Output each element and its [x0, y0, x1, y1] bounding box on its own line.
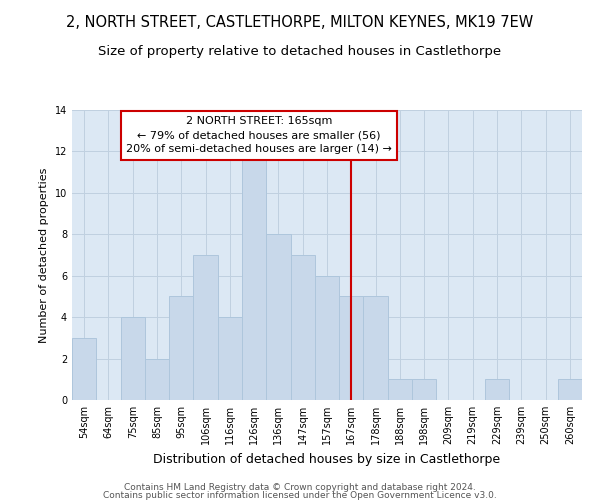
X-axis label: Distribution of detached houses by size in Castlethorpe: Distribution of detached houses by size … — [154, 452, 500, 466]
Bar — [145, 358, 169, 400]
Bar — [169, 296, 193, 400]
Bar — [121, 317, 145, 400]
Text: Contains HM Land Registry data © Crown copyright and database right 2024.: Contains HM Land Registry data © Crown c… — [124, 484, 476, 492]
Text: Contains public sector information licensed under the Open Government Licence v3: Contains public sector information licen… — [103, 491, 497, 500]
Bar — [388, 380, 412, 400]
Bar — [266, 234, 290, 400]
Bar — [290, 255, 315, 400]
Bar — [558, 380, 582, 400]
Bar — [315, 276, 339, 400]
Bar — [339, 296, 364, 400]
Bar — [412, 380, 436, 400]
Text: 2 NORTH STREET: 165sqm
← 79% of detached houses are smaller (56)
20% of semi-det: 2 NORTH STREET: 165sqm ← 79% of detached… — [126, 116, 392, 154]
Text: 2, NORTH STREET, CASTLETHORPE, MILTON KEYNES, MK19 7EW: 2, NORTH STREET, CASTLETHORPE, MILTON KE… — [67, 15, 533, 30]
Bar — [193, 255, 218, 400]
Y-axis label: Number of detached properties: Number of detached properties — [39, 168, 49, 342]
Bar — [485, 380, 509, 400]
Bar — [242, 152, 266, 400]
Bar — [218, 317, 242, 400]
Bar — [72, 338, 96, 400]
Bar — [364, 296, 388, 400]
Text: Size of property relative to detached houses in Castlethorpe: Size of property relative to detached ho… — [98, 45, 502, 58]
